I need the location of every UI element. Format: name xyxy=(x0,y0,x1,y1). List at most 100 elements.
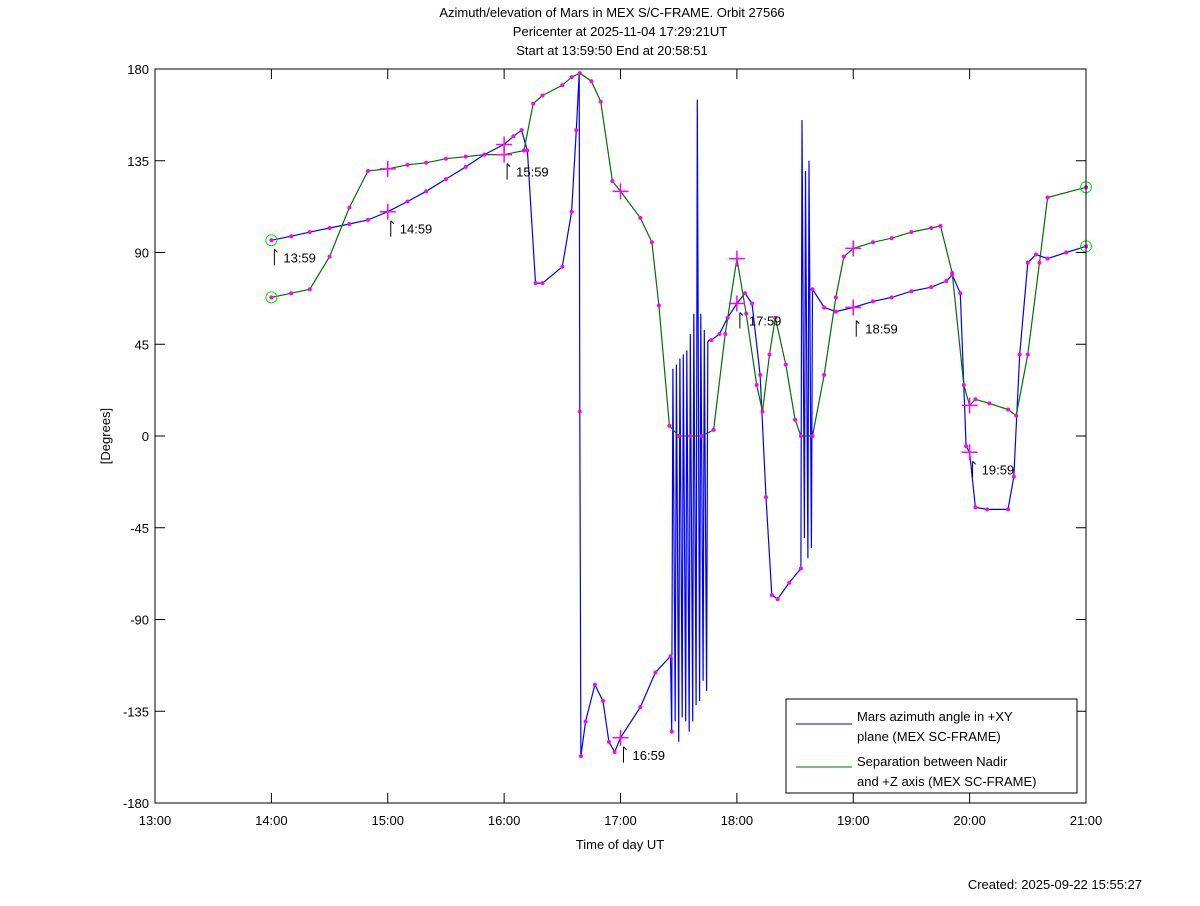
data-point-marker xyxy=(569,75,574,80)
data-point-marker xyxy=(964,444,969,449)
data-point-marker xyxy=(540,281,545,286)
data-point-marker xyxy=(519,128,524,133)
data-point-marker xyxy=(760,409,765,414)
legend-label-separation-2: and +Z axis (MEX SC-FRAME) xyxy=(857,774,1037,789)
data-point-marker xyxy=(610,179,615,184)
data-point-marker xyxy=(1045,195,1050,200)
data-point-marker xyxy=(822,372,827,377)
title-line-1: Azimuth/elevation of Mars in MEX S/C-FRA… xyxy=(439,5,784,20)
y-tick-label: 0 xyxy=(142,429,149,444)
y-tick-label: -180 xyxy=(123,796,149,811)
data-point-marker xyxy=(531,101,536,106)
data-point-marker xyxy=(482,152,487,157)
x-tick-label: 17:00 xyxy=(604,813,637,828)
annotation-label: 15:59 xyxy=(516,165,549,180)
markers xyxy=(265,71,1092,759)
y-tick-label: -45 xyxy=(130,521,149,536)
x-tick-label: 14:00 xyxy=(255,813,288,828)
data-point-marker xyxy=(327,226,332,231)
data-point-marker xyxy=(889,295,894,300)
data-point-marker xyxy=(944,279,949,284)
data-point-marker xyxy=(754,383,759,388)
data-point-marker xyxy=(1033,252,1038,257)
data-point-marker xyxy=(638,215,643,220)
series-line-azimuth xyxy=(271,73,1086,757)
data-point-marker xyxy=(612,750,617,755)
x-tick-label: 19:00 xyxy=(837,813,870,828)
data-point-marker xyxy=(973,397,978,402)
data-point-marker xyxy=(269,295,274,300)
data-point-marker xyxy=(606,739,611,744)
data-point-marker xyxy=(589,79,594,84)
data-point-marker xyxy=(958,291,963,296)
y-axis-label: [Degrees] xyxy=(98,408,113,464)
y-tick-label: 45 xyxy=(135,337,149,352)
data-point-marker xyxy=(289,291,294,296)
annotation-label: 17:59 xyxy=(749,313,782,328)
y-tick-label: -135 xyxy=(123,704,149,719)
data-point-marker xyxy=(443,156,448,161)
data-point-marker xyxy=(1045,256,1050,261)
y-tick-label: 180 xyxy=(127,62,149,77)
data-point-marker xyxy=(744,311,749,316)
data-point-marker xyxy=(463,154,468,159)
data-point-marker xyxy=(525,148,530,153)
annotation-arrow-head xyxy=(739,312,744,316)
endpoint-circle-marker xyxy=(265,291,278,304)
annotation-arrow-head xyxy=(390,220,395,225)
data-point-marker xyxy=(327,254,332,259)
created-timestamp: Created: 2025-09-22 15:55:27 xyxy=(968,877,1142,892)
data-point-marker xyxy=(574,128,579,133)
data-point-marker xyxy=(560,83,565,88)
data-point-marker xyxy=(289,234,294,239)
data-point-marker xyxy=(638,705,643,710)
data-point-marker xyxy=(533,281,538,286)
data-point-marker xyxy=(365,168,370,173)
data-point-marker xyxy=(569,209,574,214)
x-tick-label: 16:00 xyxy=(488,813,521,828)
legend-box xyxy=(785,698,1078,794)
data-point-marker xyxy=(1006,507,1011,512)
x-tick-label: 15:00 xyxy=(371,813,404,828)
x-axis-label: Time of day UT xyxy=(576,837,664,852)
data-point-marker xyxy=(463,164,468,169)
annotation-arrow-head xyxy=(855,320,860,324)
annotation-label: 16:59 xyxy=(633,748,666,763)
data-point-marker xyxy=(929,226,934,231)
data-point-marker xyxy=(699,434,704,438)
data-point-marker xyxy=(909,230,914,235)
data-point-marker xyxy=(592,682,597,687)
annotation-label: 13:59 xyxy=(283,250,316,265)
legend-label-azimuth-1: Mars azimuth angle in +XY xyxy=(857,709,1013,724)
data-point-marker xyxy=(347,205,352,210)
data-point-marker xyxy=(725,315,730,320)
x-tick-label: 13:00 xyxy=(139,813,172,828)
title-line-3: Start at 13:59:50 End at 20:58:51 xyxy=(516,43,708,58)
data-point-marker xyxy=(1025,352,1030,357)
title-line-2: Pericenter at 2025-11-04 17:29:21UT xyxy=(513,24,727,39)
data-point-marker xyxy=(1037,260,1042,265)
annotations: 13:59 14:59 15:59 16:59 17:59 18:59 19:59 xyxy=(273,163,1014,763)
legend: Mars azimuth angle in +XY plane (MEX SC-… xyxy=(785,698,1078,794)
annotation-arrow-head xyxy=(506,163,511,167)
data-point-marker xyxy=(443,177,448,182)
annotation-label: 18:59 xyxy=(865,322,898,337)
data-point-marker xyxy=(773,315,778,320)
series-line-separation xyxy=(271,72,1086,437)
annotation-arrow-head xyxy=(274,248,278,253)
data-point-marker xyxy=(793,417,798,422)
data-point-marker xyxy=(723,332,728,337)
data-point-marker xyxy=(1017,352,1022,357)
y-tick-label: 135 xyxy=(127,154,149,169)
x-tick-label: 20:00 xyxy=(953,813,986,828)
data-point-marker xyxy=(668,654,673,659)
legend-label-separation-1: Separation between Nadir xyxy=(857,754,1008,769)
data-point-marker xyxy=(841,254,846,259)
data-point-marker xyxy=(577,71,582,76)
data-point-marker xyxy=(1025,260,1030,265)
data-point-marker xyxy=(871,299,876,304)
data-point-marker xyxy=(1064,250,1069,255)
data-point-marker xyxy=(656,303,661,308)
data-point-marker xyxy=(405,199,410,204)
